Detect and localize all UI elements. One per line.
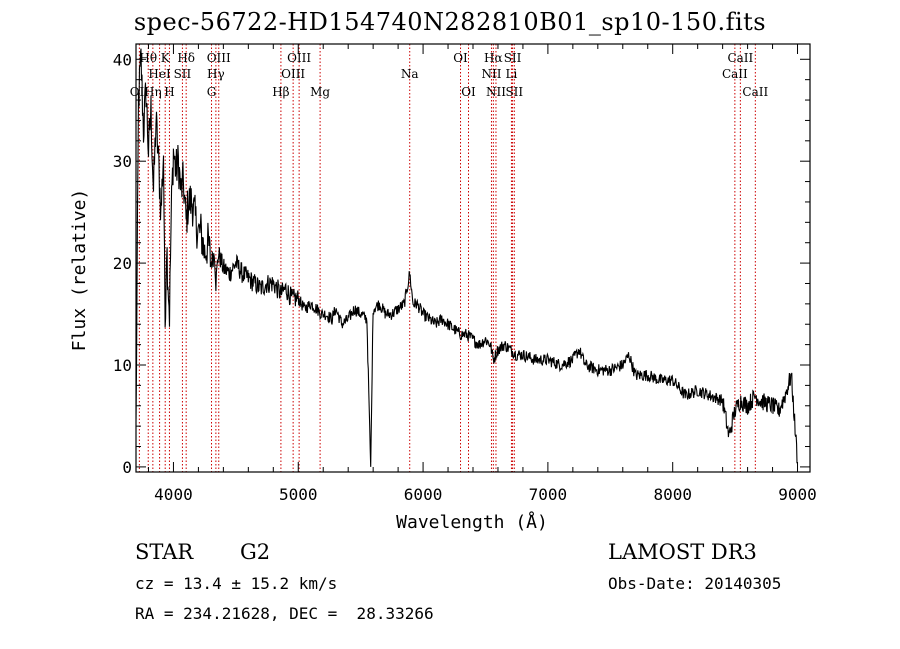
reference-line-label: Hγ	[207, 67, 225, 81]
y-tick-label: 0	[122, 458, 132, 477]
reference-line-label: Hθ	[139, 51, 157, 65]
object-subclass: G2	[240, 540, 271, 564]
x-axis-label: Wavelength (Å)	[396, 511, 548, 533]
spectrum-group	[136, 48, 799, 467]
x-tick-label: 4000	[154, 485, 193, 504]
reference-line-label: Hα	[484, 51, 503, 65]
reference-line-label: CaII	[742, 85, 768, 99]
x-tick-label: 9000	[778, 485, 817, 504]
reference-line-label: Hδ	[177, 51, 195, 65]
coordinates-text: RA = 234.21628, DEC = 28.33266	[135, 604, 434, 623]
reference-lines-group	[138, 44, 756, 472]
x-tick-label: 8000	[653, 485, 692, 504]
x-tick-label: 5000	[279, 485, 318, 504]
reference-line-label: Mg	[310, 85, 330, 99]
reference-line-label: H	[164, 85, 174, 99]
reference-line-label: Hη	[144, 85, 162, 99]
spectrum-line	[136, 48, 799, 467]
reference-line-label: Hβ	[272, 85, 289, 99]
reference-line-label: NII	[481, 67, 501, 81]
y-tick-label: 40	[113, 50, 132, 69]
reference-line-label: NII	[486, 85, 506, 99]
y-tick-label: 10	[113, 356, 132, 375]
reference-line-label: Li	[506, 67, 518, 81]
reference-line-label: OI	[461, 85, 476, 99]
reference-line-label: SII	[174, 67, 192, 81]
reference-line-label: SII	[504, 51, 522, 65]
y-axis-label: Flux (relative)	[69, 189, 90, 352]
survey-name: LAMOST DR3	[608, 540, 757, 564]
redshift-text: cz = 13.4 ± 15.2 km/s	[135, 574, 338, 593]
object-class: STAR	[135, 540, 194, 564]
reference-line-label: CaII	[722, 67, 748, 81]
reference-line-label: CaII	[727, 51, 753, 65]
reference-line-label: K	[161, 51, 171, 65]
y-tick-label: 30	[113, 152, 132, 171]
y-tick-label: 20	[113, 254, 132, 273]
reference-line-label: OIII	[281, 67, 305, 81]
reference-line-label: OIII	[207, 51, 231, 65]
reference-line-label: G	[207, 85, 217, 99]
reference-line-label: OI	[453, 51, 468, 65]
reference-line-label: OIII	[287, 51, 311, 65]
reference-line-label: HeI	[148, 67, 171, 81]
x-tick-label: 6000	[404, 485, 443, 504]
chart-title: spec-56722-HD154740N282810B01_sp10-150.f…	[133, 8, 767, 36]
obs-date-text: Obs-Date: 20140305	[608, 574, 782, 593]
axes-group: 4000 5000 6000 7000 8000 9000 0 10 20 30 40	[113, 43, 817, 504]
x-tick-label: 7000	[529, 485, 568, 504]
reference-line-label: Na	[401, 67, 419, 81]
reference-line-label: SII	[505, 85, 523, 99]
